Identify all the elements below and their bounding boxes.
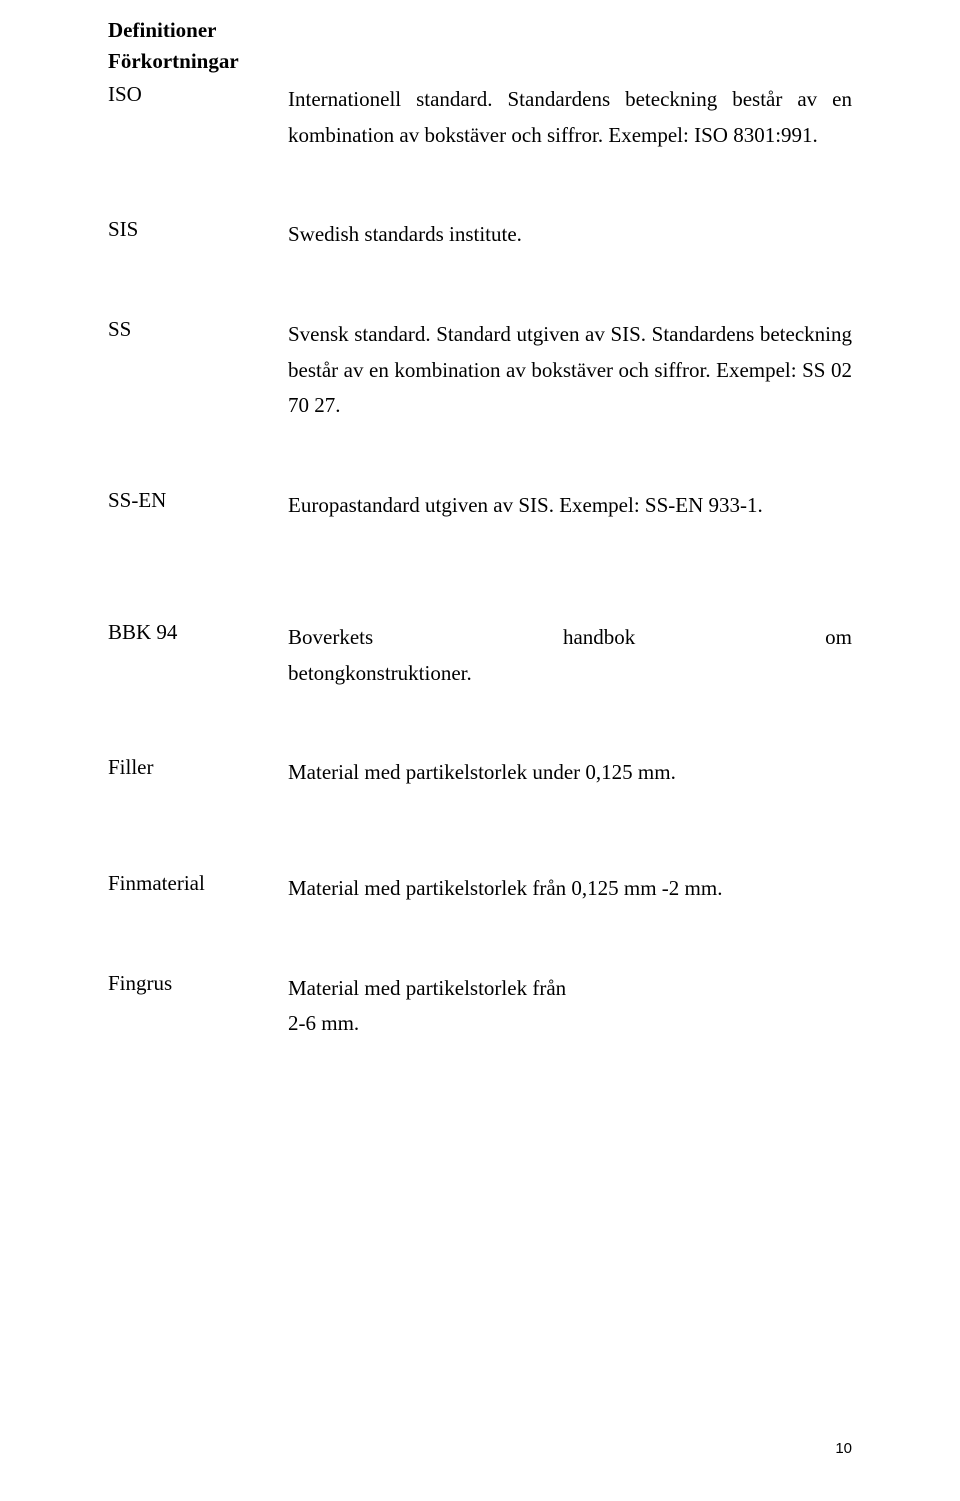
definition-entry: SIS Swedish standards institute. [108,217,852,253]
definition-entry: Filler Material med partikelstorlek unde… [108,755,852,791]
definition-description: Internationell standard. Standardens bet… [288,82,852,153]
definition-term: SIS [108,217,288,242]
definition-entry: SS Svensk standard. Standard utgiven av … [108,317,852,424]
definition-term: Finmaterial [108,871,288,896]
section-subheading: Förkortningar [108,49,852,74]
definition-description: Material med partikelstorlek från [288,971,852,1007]
definition-description: Material med partikelstorlek under 0,125… [288,755,852,791]
text: Boverkets [288,620,373,656]
text: om [825,620,852,656]
definition-description: Material med partikelstorlek från 0,125 … [288,871,852,907]
definition-description: 2-6 mm. [288,1006,852,1042]
definition-term: SS [108,317,288,342]
definition-term: Filler [108,755,288,780]
text: handbok [563,620,635,656]
definition-entry: Finmaterial Material med partikelstorlek… [108,871,852,907]
definition-description: Boverkets handbok om [288,620,852,656]
definition-description: Europastandard utgiven av SIS. Exempel: … [288,488,852,524]
page-number: 10 [835,1440,852,1457]
definition-entry: SS-EN Europastandard utgiven av SIS. Exe… [108,488,852,524]
definition-term: BBK 94 [108,620,288,645]
definition-entry: BBK 94 Boverkets handbok om betongkonstr… [108,620,852,691]
definition-description: betongkonstruktioner. [288,656,852,692]
definition-description: Svensk standard. Standard utgiven av SIS… [288,317,852,424]
definition-term: SS-EN [108,488,288,513]
definition-entry: ISO Internationell standard. Standardens… [108,82,852,153]
section-heading: Definitioner [108,18,852,43]
definition-term: ISO [108,82,288,107]
definition-description: Swedish standards institute. [288,217,852,253]
definition-term: Fingrus [108,971,288,996]
definition-entry: Fingrus Material med partikelstorlek frå… [108,971,852,1042]
